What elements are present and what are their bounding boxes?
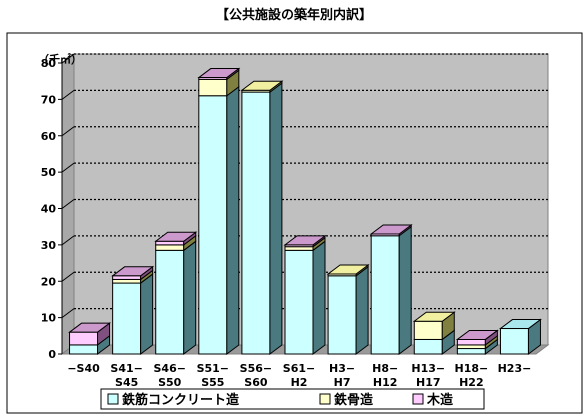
bar-segment <box>69 331 99 346</box>
bar-segment <box>155 240 185 246</box>
y-tick-label: 80 <box>41 57 57 70</box>
x-tick-label: S50 <box>158 376 182 389</box>
bar-segment <box>112 275 142 280</box>
chart-title: 【公共施設の築年別内訳】 <box>215 8 372 23</box>
gridline-diagonal <box>61 53 75 64</box>
legend-label: 鉄骨造 <box>334 392 374 408</box>
legend-label: 木造 <box>426 392 454 408</box>
x-tick-label: S51− <box>197 362 229 375</box>
bar-segment-side <box>398 225 412 355</box>
bar-segment <box>456 348 486 355</box>
bar-top <box>369 224 413 235</box>
gridline-diagonal <box>61 126 75 137</box>
legend-box <box>100 388 485 410</box>
bar-top <box>111 266 155 277</box>
bar-segment <box>112 282 142 355</box>
gridline-diagonal <box>61 308 75 319</box>
gridline-diagonal <box>61 235 75 246</box>
bar-segment <box>155 249 185 355</box>
x-tick-label: H7 <box>334 376 351 389</box>
x-tick-label: S61− <box>283 362 315 375</box>
bar-segment <box>456 338 486 346</box>
x-tick-label: S55 <box>201 376 224 389</box>
legend-swatch <box>107 393 119 405</box>
bar-top <box>412 311 456 322</box>
y-axis-unit-label: （千㎡） <box>38 52 82 66</box>
bar-segment-side <box>183 240 197 355</box>
x-tick-label: S41− <box>110 362 142 375</box>
legend-swatch <box>412 393 424 405</box>
x-tick-label: H17 <box>416 376 441 389</box>
y-tick-label: 30 <box>41 239 57 252</box>
bar-segment <box>112 278 142 284</box>
gridline-diagonal <box>61 199 75 209</box>
bar-segment <box>370 235 400 355</box>
bar-segment-side <box>226 85 240 355</box>
bar-top <box>326 264 370 275</box>
bar-top <box>154 231 198 242</box>
x-tick-label: H13− <box>411 362 445 375</box>
bar-segment-side <box>355 265 369 355</box>
bar-segment-side <box>269 82 283 355</box>
y-tick-label: 0 <box>48 348 56 361</box>
bar-segment <box>69 344 99 355</box>
x-tick-label: H22 <box>459 376 484 389</box>
bar-segment <box>155 244 185 251</box>
bar-top <box>455 329 499 340</box>
bar-top <box>197 68 241 79</box>
y-tick-label: 50 <box>41 166 57 179</box>
bar-segment <box>327 275 357 355</box>
gridline-diagonal <box>61 271 75 282</box>
bar-top <box>240 80 284 91</box>
bar-segment <box>413 338 443 355</box>
bar-segment <box>198 78 228 97</box>
x-tick-label: S60 <box>244 376 268 389</box>
x-tick-label: S46− <box>154 362 186 375</box>
bar-segment <box>198 95 228 355</box>
bar-segment <box>413 320 443 340</box>
y-tick-label: 70 <box>41 93 57 106</box>
bar-top <box>283 235 327 246</box>
y-tick-label: 20 <box>41 275 57 288</box>
x-tick-label: H23− <box>498 362 532 375</box>
legend-label: 鉄筋コンクリート造 <box>122 392 240 408</box>
bar-segment <box>284 249 314 355</box>
bar-top <box>68 322 112 333</box>
x-tick-label: S45 <box>115 376 138 389</box>
gridline-diagonal <box>61 162 75 173</box>
y-tick-label: 10 <box>41 312 57 325</box>
bar-segment <box>284 246 314 251</box>
bar-segment-side <box>140 273 154 355</box>
bar-top <box>498 319 542 330</box>
x-tick-label: S56− <box>240 362 272 375</box>
x-tick-label: H3− <box>329 362 355 375</box>
bar-segment <box>456 344 486 350</box>
x-tick-label: H12 <box>373 376 398 389</box>
bar-segment <box>241 91 271 355</box>
bar-segment-side <box>312 240 326 355</box>
x-tick-label: H18− <box>454 362 488 375</box>
x-tick-label: −S40 <box>67 362 100 375</box>
legend-swatch <box>319 393 331 405</box>
bar-segment <box>499 328 529 355</box>
y-tick-label: 60 <box>41 130 57 143</box>
gridline-diagonal <box>61 89 75 100</box>
x-tick-label: H8− <box>372 362 398 375</box>
x-tick-label: H2 <box>291 376 308 389</box>
y-tick-label: 40 <box>41 203 57 216</box>
